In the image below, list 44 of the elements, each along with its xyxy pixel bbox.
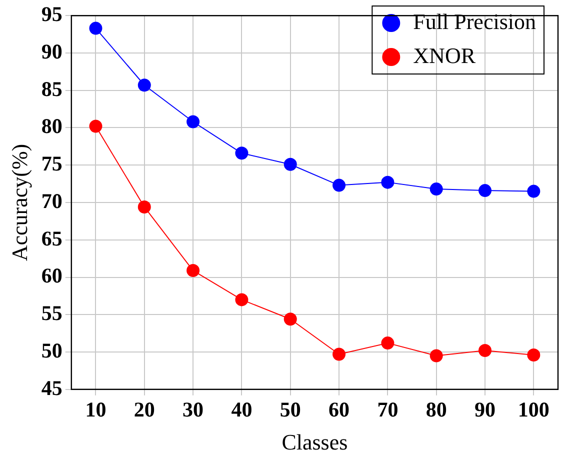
y-tick-label: 50 bbox=[41, 338, 62, 362]
point bbox=[284, 158, 297, 171]
y-tick-label: 70 bbox=[41, 188, 62, 213]
y-tick-label: 95 bbox=[41, 2, 62, 26]
point bbox=[284, 312, 297, 326]
point bbox=[478, 344, 492, 358]
point bbox=[527, 348, 540, 362]
point bbox=[332, 348, 346, 361]
point bbox=[430, 349, 443, 362]
point bbox=[235, 146, 248, 160]
point bbox=[381, 176, 394, 189]
point bbox=[89, 22, 102, 35]
y-tick-label: 45 bbox=[41, 376, 62, 400]
point bbox=[186, 115, 200, 128]
y-tick-label: 85 bbox=[41, 76, 62, 101]
y-tick-label: 55 bbox=[41, 301, 62, 326]
x-tick-label: 70 bbox=[377, 397, 398, 422]
point bbox=[138, 78, 151, 92]
point bbox=[235, 293, 248, 306]
y-axis-title: Accuracy(%) bbox=[6, 144, 32, 262]
point bbox=[381, 336, 394, 350]
x-tick-label: 30 bbox=[182, 397, 204, 422]
x-tick-label: 90 bbox=[474, 397, 496, 422]
y-tick-label: 75 bbox=[41, 152, 62, 176]
y-tick-label: 60 bbox=[41, 264, 62, 288]
x-tick-label: 50 bbox=[280, 397, 301, 422]
y-tick-label: 80 bbox=[41, 114, 62, 138]
x-tick-label: 40 bbox=[231, 397, 252, 422]
x-tick-label: 80 bbox=[426, 397, 447, 422]
x-tick-label: 100 bbox=[518, 397, 550, 422]
point bbox=[138, 200, 151, 214]
y-tick-label: 90 bbox=[41, 39, 62, 64]
point bbox=[186, 264, 200, 278]
point bbox=[89, 120, 102, 133]
x-tick-label: 60 bbox=[328, 397, 350, 422]
y-tick-label: 65 bbox=[41, 226, 62, 250]
point bbox=[430, 182, 443, 196]
x-tick-label: 20 bbox=[134, 397, 155, 422]
point bbox=[332, 178, 346, 192]
point bbox=[478, 184, 492, 198]
x-axis-title: Classes bbox=[282, 430, 348, 455]
x-tick-label: 10 bbox=[85, 397, 106, 422]
point bbox=[527, 184, 540, 198]
legend-label: XNOR bbox=[413, 42, 476, 68]
